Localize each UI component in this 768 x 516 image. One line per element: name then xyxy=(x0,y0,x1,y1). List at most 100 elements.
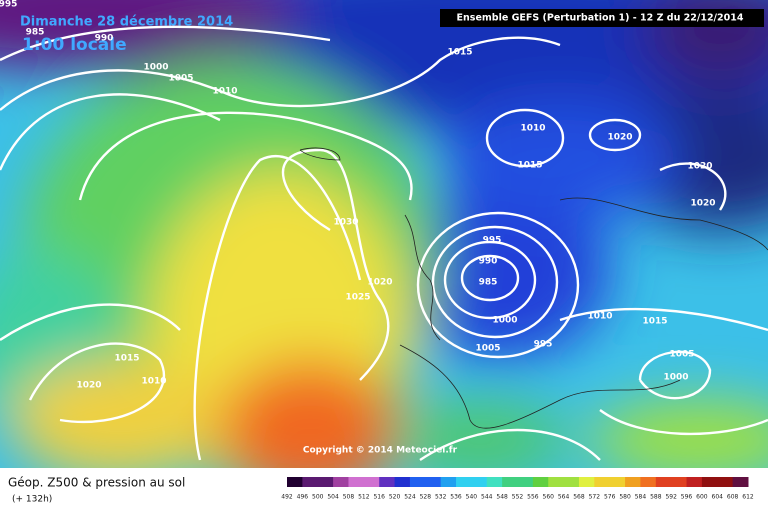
footer-lead: (+ 132h) xyxy=(12,495,52,505)
legend-label: 508 xyxy=(343,494,355,501)
legend-swatch xyxy=(563,477,580,487)
legend-label: 512 xyxy=(358,494,370,501)
model: Ensemble GEFS (Perturbation 1) - 12 Z du… xyxy=(457,13,744,24)
legend-label: 568 xyxy=(573,494,585,501)
isobar-label: 985 xyxy=(479,278,498,288)
legend-label: 492 xyxy=(281,494,293,501)
legend-swatch xyxy=(548,477,565,487)
legend-swatch xyxy=(609,477,626,487)
legend-label: 556 xyxy=(527,494,539,501)
legend-label: 596 xyxy=(681,494,693,501)
isobar-label: 1010 xyxy=(587,312,612,322)
footer-title: Géop. Z500 & pression au sol xyxy=(8,476,185,490)
legend-swatch xyxy=(578,477,595,487)
legend-swatch xyxy=(686,477,703,487)
legend-label: 516 xyxy=(373,494,385,501)
isobar-label: 1025 xyxy=(345,293,370,303)
legend-swatch xyxy=(456,477,472,487)
legend-label: 524 xyxy=(404,494,416,501)
legend-swatch xyxy=(502,477,518,487)
isobar-label: 1000 xyxy=(143,63,168,73)
legend-swatch xyxy=(532,477,549,487)
isobar-label: 990 xyxy=(479,257,498,267)
isobar-label: 1020 xyxy=(690,199,715,209)
legend-label: 504 xyxy=(327,494,339,501)
legend-label: 520 xyxy=(389,494,401,501)
isobar-label: 1005 xyxy=(669,350,694,360)
legend-swatch xyxy=(409,477,426,487)
legend-swatch xyxy=(425,477,442,487)
legend-swatch xyxy=(517,477,534,487)
legend-swatch xyxy=(394,477,411,487)
legend-swatch xyxy=(671,477,688,487)
isobar-label: 1005 xyxy=(168,74,193,84)
copyright: Copyright © 2014 Meteociel.fr xyxy=(303,446,458,456)
legend-label: 612 xyxy=(742,494,754,501)
legend-label: 604 xyxy=(712,494,724,501)
legend-label: 548 xyxy=(496,494,508,501)
legend-label: 588 xyxy=(650,494,662,501)
isobar-label: 990 xyxy=(95,34,114,44)
isobar-label: 985 xyxy=(26,28,45,38)
isobar-label: 1010 xyxy=(212,87,237,97)
legend-swatch xyxy=(287,477,303,487)
legend-swatch xyxy=(625,477,641,487)
model-box xyxy=(440,9,764,27)
isobars xyxy=(0,25,768,461)
legend-swatch xyxy=(379,477,396,487)
legend-label: 536 xyxy=(450,494,462,501)
legend-label: 600 xyxy=(696,494,708,501)
legend-label: 608 xyxy=(727,494,739,501)
isobar-label: 1015 xyxy=(447,48,472,58)
isobar-label: 1020 xyxy=(687,162,712,172)
legend-swatch xyxy=(655,477,672,487)
isobar-label: 1015 xyxy=(114,354,139,364)
legend-label: 584 xyxy=(635,494,647,501)
isobar-label: 1015 xyxy=(642,317,667,327)
isobar-label: 1010 xyxy=(520,124,545,134)
isobar-label: 1015 xyxy=(517,161,542,171)
legend-swatch xyxy=(440,477,457,487)
legend-label: 552 xyxy=(512,494,524,501)
legend-label: 592 xyxy=(665,494,677,501)
isobar-label: 995 xyxy=(534,340,553,350)
legend-swatch xyxy=(471,477,488,487)
coastlines xyxy=(299,147,768,429)
legend-label: 560 xyxy=(543,494,555,501)
legend-swatch xyxy=(732,477,749,487)
legend-label: 580 xyxy=(619,494,631,501)
field xyxy=(0,0,768,468)
date: Dimanche 28 décembre 2014 xyxy=(20,15,233,30)
legend-swatch xyxy=(333,477,349,487)
isobar-label: 995 xyxy=(0,0,17,10)
legend-swatch xyxy=(317,477,334,487)
footer xyxy=(0,468,768,512)
isobar-label: 1010 xyxy=(141,377,166,387)
isobar-label: 1005 xyxy=(475,344,500,354)
legend-swatch xyxy=(717,477,734,487)
isobar-label: 995 xyxy=(483,236,502,246)
legend-label: 532 xyxy=(435,494,447,501)
legend-label: 576 xyxy=(604,494,616,501)
legend-swatch xyxy=(594,477,611,487)
legend-swatch xyxy=(363,477,380,487)
legend-swatch xyxy=(640,477,657,487)
isobar-label: 1020 xyxy=(76,381,101,391)
time: 1:00 locale xyxy=(22,35,127,55)
legend-label: 544 xyxy=(481,494,493,501)
legend-swatch xyxy=(348,477,365,487)
isobar-label: 1000 xyxy=(663,373,688,383)
legend-label: 564 xyxy=(558,494,570,501)
isobar-label: 1020 xyxy=(607,133,632,143)
legend-label: 500 xyxy=(312,494,324,501)
legend-label: 572 xyxy=(589,494,601,501)
isobar-label: 1020 xyxy=(367,278,392,288)
legend-label: 540 xyxy=(466,494,478,501)
legend-swatch xyxy=(701,477,718,487)
legend-swatch xyxy=(486,477,503,487)
isobar-label: 1000 xyxy=(492,316,517,326)
legend-label: 496 xyxy=(297,494,309,501)
legend-label: 528 xyxy=(420,494,432,501)
isobar-label: 1030 xyxy=(333,218,358,228)
